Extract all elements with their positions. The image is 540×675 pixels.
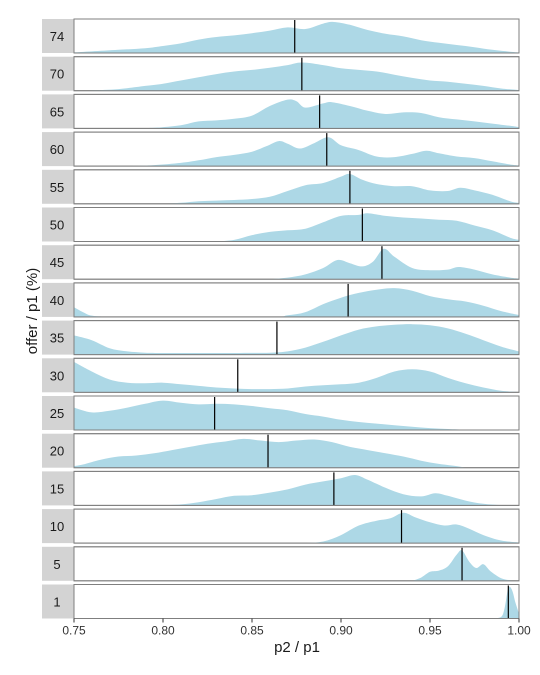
facet-strip (42, 207, 74, 242)
x-tick-label: 0.85 (240, 624, 264, 638)
x-tick-label: 0.75 (62, 624, 86, 638)
density-area (492, 586, 519, 619)
density-area (412, 550, 519, 581)
density-area (127, 137, 520, 167)
facet-strip (42, 358, 74, 393)
facet-panel-70: 70 (42, 56, 520, 92)
density-area (216, 213, 519, 242)
density-area (74, 288, 519, 317)
facet-strip-label: 20 (50, 444, 64, 459)
facet-panel-35: 35 (42, 320, 520, 356)
facet-strip-label: 55 (50, 180, 64, 195)
facet-strip-label: 40 (50, 293, 64, 308)
facet-strip-label: 25 (50, 406, 64, 421)
facet-strip (42, 245, 74, 280)
facet-border (73, 18, 520, 54)
density-area (163, 173, 519, 204)
facet-strip-label: 45 (50, 255, 64, 270)
facet-panel-40: 40 (42, 282, 520, 318)
facet-panel-30: 30 (42, 357, 520, 393)
facet-strip-label: 35 (50, 331, 64, 346)
facet-border (73, 357, 520, 393)
facet-strip (42, 282, 74, 317)
x-axis: 0.75 0.80 0.85 0.90 0.95 1.00 (62, 618, 531, 638)
facet-panel-50: 50 (42, 207, 520, 242)
density-area (74, 324, 519, 355)
facet-strip (42, 56, 74, 91)
density-area (74, 62, 519, 91)
facet-border (73, 470, 520, 506)
density-area (163, 474, 519, 506)
facet-strip (42, 19, 74, 53)
facet-strip-label: 65 (50, 104, 64, 119)
facet-border (73, 56, 520, 92)
facet-border (73, 93, 520, 129)
facet-panel-5: 5 (42, 546, 520, 582)
facet-panel-25: 25 (42, 395, 520, 431)
facet-panel-20: 20 (42, 433, 520, 469)
facet-border (73, 508, 520, 544)
facet-strip (42, 94, 74, 129)
facet-border (73, 169, 520, 205)
facet-strip-label: 70 (50, 67, 64, 82)
facet-panel-55: 55 (42, 169, 520, 205)
density-area (74, 400, 475, 430)
density-area (127, 99, 520, 129)
facet-strip (42, 320, 74, 355)
x-tick-label: 0.90 (329, 624, 353, 638)
y-axis-title: offer / p1 (%) (24, 268, 41, 354)
facet-panel-10: 10 (42, 508, 520, 544)
facet-border (73, 207, 520, 242)
facet-strip-label: 5 (53, 557, 60, 572)
facet-strip-label: 15 (50, 481, 64, 496)
density-area (269, 248, 519, 280)
facet-strip (42, 509, 74, 544)
facet-strip-label: 74 (50, 29, 64, 44)
facet-border (73, 131, 520, 167)
facet-border (73, 395, 520, 431)
facet-strip (42, 433, 74, 468)
facet-border (73, 320, 520, 356)
facet-panel-65: 65 (42, 93, 520, 129)
facet-strip-label: 10 (50, 519, 64, 534)
facet-strip-label: 1 (53, 595, 60, 610)
facet-panel-60: 60 (42, 131, 520, 167)
facet-border (73, 433, 520, 469)
x-tick-label: 1.00 (507, 624, 531, 638)
facet-border (73, 244, 520, 280)
density-area (305, 512, 519, 544)
facet-frame (73, 584, 520, 619)
facet-strip-label: 30 (50, 368, 64, 383)
density-area (74, 21, 519, 53)
facet-panel-1: 1 (42, 584, 520, 619)
facet-strip (42, 396, 74, 430)
density-area (74, 438, 466, 468)
facet-strip (42, 584, 74, 619)
facet-panel-45: 45 (42, 244, 520, 280)
x-tick-label: 0.95 (418, 624, 442, 638)
facet-strip (42, 546, 74, 581)
facet-strip-label: 60 (50, 142, 64, 157)
facet-strip (42, 132, 74, 167)
facet-border (73, 282, 520, 318)
density-area (74, 361, 519, 393)
facet-panel-74: 74 (42, 18, 520, 54)
facet-border (73, 584, 520, 619)
facet-border (73, 546, 520, 582)
facet-strip (42, 471, 74, 506)
x-axis-title: p2 / p1 (274, 639, 320, 656)
facet-strip (42, 169, 74, 204)
x-tick-label: 0.80 (151, 624, 175, 638)
facet-panel-15: 15 (42, 470, 520, 506)
facet-panels: 74 70 65 60 55 50 45 40 35 30 25 20 15 10 5 1 (42, 18, 520, 619)
facet-strip-label: 50 (50, 218, 64, 233)
